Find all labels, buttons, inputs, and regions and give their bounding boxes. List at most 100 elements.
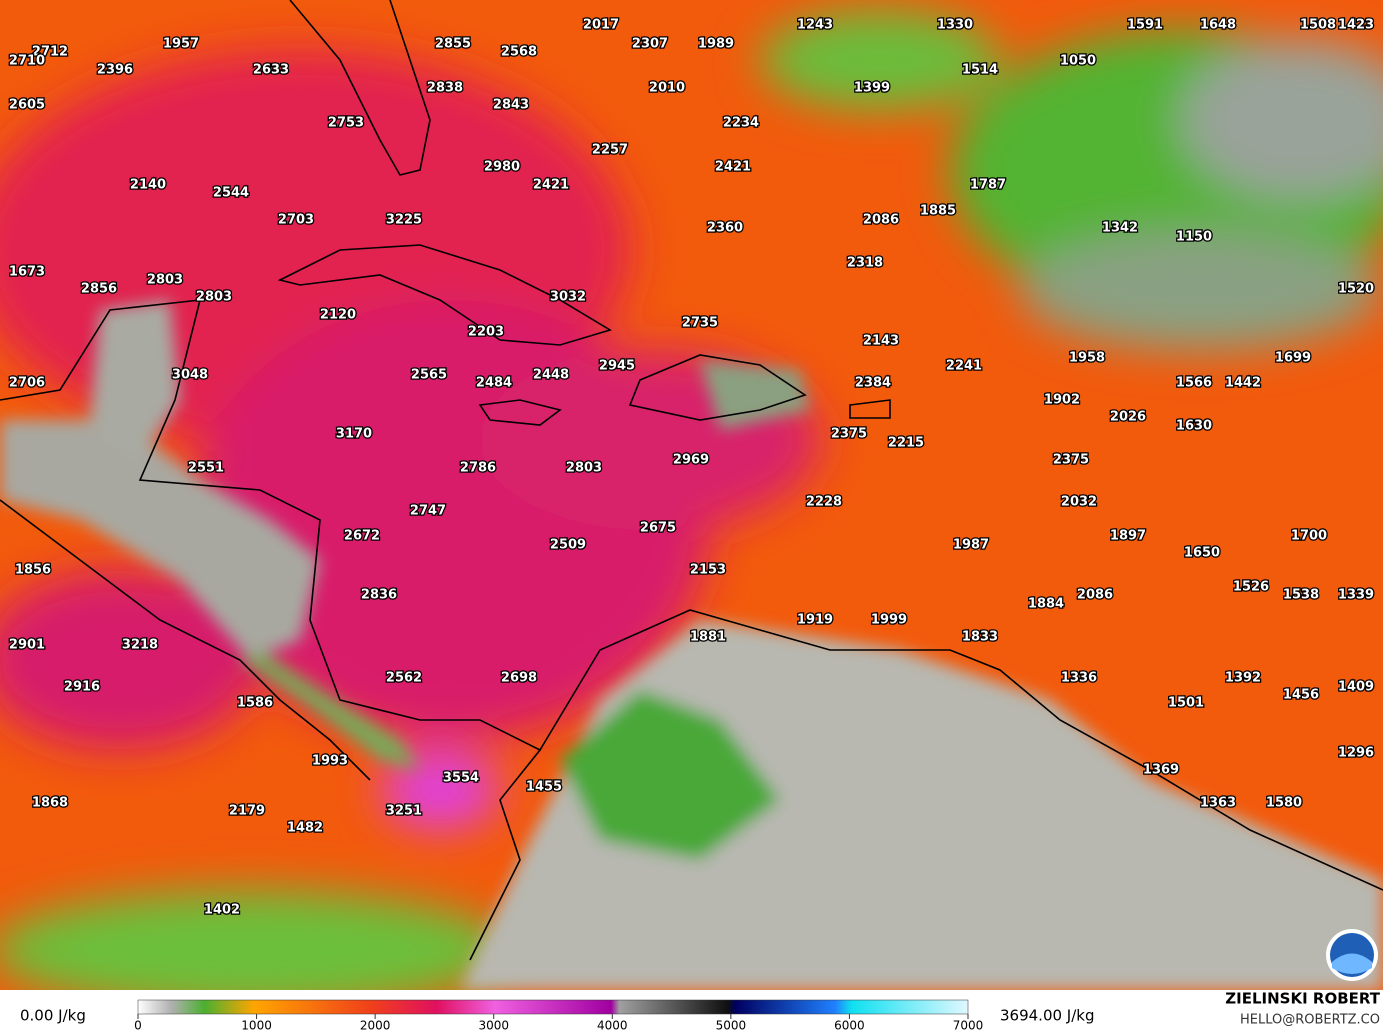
value-label: 1399: [854, 81, 890, 96]
value-label: 1987: [953, 538, 989, 553]
value-label: 3218: [122, 638, 158, 653]
credit-contact: HELLO@ROBERTZ.CO: [1240, 1013, 1380, 1028]
value-label: 1501: [1168, 696, 1204, 711]
value-label: 1369: [1143, 763, 1179, 778]
value-label: 2855: [435, 37, 471, 52]
value-label: 1423: [1338, 18, 1374, 33]
value-label: 2551: [188, 461, 224, 476]
value-label: 2916: [64, 680, 100, 695]
colorbar: [137, 999, 969, 1015]
value-label: 2568: [501, 45, 537, 60]
value-label: 2179: [229, 804, 265, 819]
map: 2017 2307 1989 1243 1330 1591 1648 1508 1423 1957…: [0, 0, 1383, 990]
value-label: 2901: [9, 638, 45, 653]
value-label: 2010: [649, 81, 685, 96]
coastlines: [0, 0, 1383, 961]
value-label: 1336: [1061, 671, 1097, 686]
value-label: 2735: [682, 316, 718, 331]
value-label: 1455: [526, 780, 562, 795]
value-label: 2509: [550, 538, 586, 553]
value-label: 2803: [196, 290, 232, 305]
value-label: 2747: [410, 504, 446, 519]
value-label: 2945: [599, 359, 635, 374]
value-label: 1884: [1028, 597, 1064, 612]
value-label: 2228: [806, 495, 842, 510]
value-label: 2448: [533, 368, 569, 383]
value-label: 2969: [673, 453, 709, 468]
value-label: 1586: [237, 696, 273, 711]
value-label: 2234: [723, 116, 759, 131]
min-label: 0.00 J/kg: [20, 1007, 86, 1025]
value-label: 1482: [287, 821, 323, 836]
value-label: 2307: [632, 37, 668, 52]
value-label: 1330: [937, 18, 973, 33]
value-label: 2086: [863, 213, 899, 228]
value-label: 2633: [253, 63, 289, 78]
value-label: 1580: [1266, 796, 1302, 811]
value-label: 1456: [1283, 688, 1319, 703]
value-label: 2086: [1077, 588, 1113, 603]
value-label: 2675: [640, 521, 676, 536]
value-label: 1648: [1200, 18, 1236, 33]
value-label: 2257: [592, 143, 628, 158]
value-label: 2753: [328, 116, 364, 131]
value-label: 2980: [484, 160, 520, 175]
noaa-logo: [1326, 929, 1378, 981]
value-label: 2786: [460, 461, 496, 476]
value-label: 1885: [920, 204, 956, 219]
value-label: 1881: [690, 630, 726, 645]
value-label: 2241: [946, 359, 982, 374]
footer: 0.00 J/kg 3694.00 J/kg ZIELINSKI ROBERT …: [20, 990, 1381, 1033]
value-label: 1699: [1275, 351, 1311, 366]
value-label: 1919: [797, 613, 833, 628]
value-label: 2703: [278, 213, 314, 228]
value-label: 3048: [172, 368, 208, 383]
value-label: 1957: [163, 37, 199, 52]
value-label: 1868: [32, 796, 68, 811]
colorbar-tick-label: 6000: [834, 1019, 865, 1033]
value-label: 1787: [970, 178, 1006, 193]
value-label: 1409: [1338, 680, 1374, 695]
value-label: 2856: [81, 282, 117, 297]
value-label: 2032: [1061, 495, 1097, 510]
max-label: 3694.00 J/kg: [1000, 1007, 1094, 1025]
value-label: 2562: [386, 671, 422, 686]
value-label: 2803: [566, 461, 602, 476]
colorbar-tick-label: 4000: [597, 1019, 628, 1033]
value-label: 1342: [1102, 221, 1138, 236]
value-label: 1339: [1338, 588, 1374, 603]
value-label: 3225: [386, 213, 422, 228]
value-label: 1538: [1283, 588, 1319, 603]
value-label: 1630: [1176, 419, 1212, 434]
value-label: 2153: [690, 563, 726, 578]
value-label: 1993: [312, 754, 348, 769]
value-label: 2710: [9, 54, 45, 69]
colorbar-tick-label: 3000: [478, 1019, 509, 1033]
value-label: 1897: [1110, 529, 1146, 544]
value-label: 1243: [797, 18, 833, 33]
value-label: 1050: [1060, 54, 1096, 69]
value-label: 1856: [15, 563, 51, 578]
value-label: 2544: [213, 186, 249, 201]
value-label: 2360: [707, 221, 743, 236]
value-label: 1833: [962, 630, 998, 645]
value-label: 1650: [1184, 546, 1220, 561]
colorbar-tick-label: 2000: [360, 1019, 391, 1033]
value-label: 1566: [1176, 376, 1212, 391]
value-label: 3170: [336, 427, 372, 442]
colorbar-tick-label: 1000: [241, 1019, 272, 1033]
value-label: 1526: [1233, 580, 1269, 595]
value-label: 2565: [411, 368, 447, 383]
colorbar-tick-label: 0: [134, 1019, 142, 1033]
value-label: 2215: [888, 436, 924, 451]
value-label: 1958: [1069, 351, 1105, 366]
colorbar-tick-label: 7000: [953, 1019, 984, 1033]
value-label: 2803: [147, 273, 183, 288]
value-label: 1520: [1338, 282, 1374, 297]
value-label: 2203: [468, 325, 504, 340]
value-label: 2318: [847, 256, 883, 271]
value-label: 2706: [9, 376, 45, 391]
value-label: 2120: [320, 308, 356, 323]
value-label: 1392: [1225, 671, 1261, 686]
